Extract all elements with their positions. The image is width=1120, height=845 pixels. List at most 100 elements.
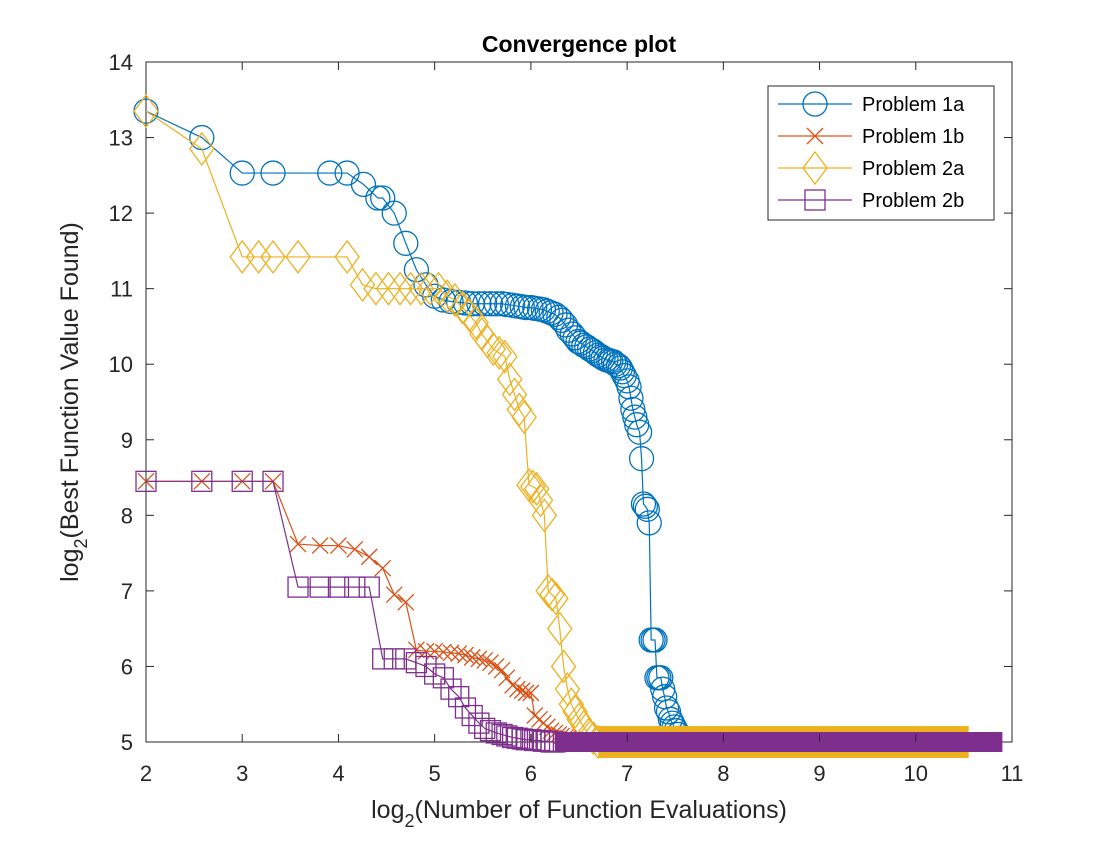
data-point-problem-2b <box>511 728 533 750</box>
y-axis-label-suffix: (Best Function Value Found) <box>56 222 84 538</box>
data-point-problem-1a <box>626 419 653 445</box>
data-point-problem-1a <box>648 665 674 691</box>
data-point-problem-1b <box>493 661 511 679</box>
series-line-problem-2a <box>145 110 599 743</box>
data-point-problem-2b <box>424 663 446 685</box>
x-axis-label-subscript: 2 <box>404 811 414 831</box>
data-point-problem-2a <box>463 305 489 340</box>
data-point-problem-1b <box>289 535 307 553</box>
data-point-problem-2b <box>528 729 551 752</box>
data-point-problem-1b <box>442 644 460 662</box>
data-point-problem-1a <box>542 301 568 328</box>
y-tick-label: 13 <box>109 126 133 151</box>
data-point-problem-1b <box>329 537 347 555</box>
data-point-problem-2b <box>372 648 394 670</box>
x-axis-label-prefix: log <box>371 796 404 824</box>
data-point-problem-2a <box>442 282 468 318</box>
data-point-problem-2b <box>479 720 502 742</box>
data-point-problem-1b <box>434 643 452 661</box>
data-point-problem-2a <box>523 471 550 506</box>
y-axis-label-prefix: log <box>56 549 84 582</box>
legend-entry-problem-2b: Problem 2b <box>778 189 964 212</box>
data-point-problem-2b <box>287 576 309 598</box>
legend-marker-problem-2b <box>804 189 826 211</box>
data-point-problem-1a <box>642 627 668 653</box>
data-point-problem-1a <box>483 291 509 317</box>
data-point-problem-1b <box>522 684 540 702</box>
data-point-problem-1b <box>450 645 468 663</box>
x-tick-label: 3 <box>236 761 248 786</box>
chart-title: Convergence plot <box>482 31 677 57</box>
data-point-problem-1a <box>381 200 407 226</box>
data-point-problem-2a <box>480 332 507 367</box>
data-point-problem-2b <box>474 717 496 740</box>
data-point-problem-2a <box>496 362 523 397</box>
data-point-problem-1b <box>346 540 364 558</box>
data-point-problem-2a <box>387 271 413 306</box>
data-point-problem-1a <box>552 312 579 338</box>
data-point-problem-2a <box>188 131 215 166</box>
data-point-problem-1b <box>397 593 415 611</box>
data-point-problem-2a <box>501 377 528 412</box>
data-point-problem-2a <box>456 298 483 333</box>
data-point-problem-2a <box>375 271 402 306</box>
data-point-problem-1a <box>513 294 539 321</box>
data-point-problem-2a <box>408 271 435 306</box>
data-point-problem-2b <box>506 727 529 749</box>
y-tick-label: 6 <box>121 654 133 679</box>
data-point-problem-2a <box>260 239 286 275</box>
x-tick-label: 10 <box>904 761 928 786</box>
data-point-problem-2a <box>527 483 554 518</box>
x-tick-label: 8 <box>717 761 729 786</box>
x-axis-label: log2(Number of Function Evaluations) <box>371 796 787 831</box>
data-point-problem-2a <box>434 279 460 314</box>
y-tick-label: 8 <box>121 503 133 528</box>
data-point-problem-2a <box>133 94 159 129</box>
data-point-problem-2a <box>520 469 546 504</box>
data-point-problem-1a <box>350 171 377 198</box>
data-point-problem-1a <box>393 230 419 256</box>
data-point-problem-2a <box>562 694 588 729</box>
data-point-problem-1b <box>463 648 481 666</box>
legend-marker-problem-1b <box>806 127 824 145</box>
x-tick-label: 2 <box>140 761 152 786</box>
data-point-problem-1a <box>365 185 391 211</box>
data-point-problem-2a <box>245 239 272 275</box>
data-point-problem-1b <box>517 684 535 702</box>
x-tick-label: 7 <box>621 761 633 786</box>
data-point-problem-1a <box>618 385 644 411</box>
data-point-problem-2b <box>440 678 462 700</box>
data-point-problem-1a <box>317 160 343 186</box>
data-point-problem-2b <box>344 576 366 598</box>
data-point-problem-2b <box>415 655 437 678</box>
x-tick-label: 5 <box>429 761 441 786</box>
data-point-problem-2a <box>425 271 452 306</box>
x-tick-label: 4 <box>332 761 344 786</box>
y-tick-label: 14 <box>109 50 133 75</box>
data-point-problem-2b <box>191 470 213 492</box>
legend-marker-problem-1a <box>802 91 828 117</box>
data-point-problem-1b <box>374 559 392 577</box>
y-axis-label-subscript: 2 <box>71 538 91 548</box>
data-point-problem-1a <box>403 257 430 283</box>
data-point-problem-2b <box>135 470 157 492</box>
data-point-problem-2a <box>511 400 537 435</box>
data-point-problem-1b <box>476 651 494 669</box>
data-point-problem-1a <box>636 510 662 536</box>
data-point-problem-1a <box>477 291 504 317</box>
legend-label-problem-1a: Problem 1a <box>862 94 965 116</box>
data-point-problem-2b <box>309 576 331 598</box>
data-point-problem-2a <box>397 271 424 306</box>
data-point-problem-2a <box>543 581 569 616</box>
data-point-problem-1a <box>466 291 492 317</box>
data-point-problem-2b <box>432 667 454 689</box>
data-point-problem-2a <box>506 392 533 427</box>
data-point-problem-1a <box>260 160 286 186</box>
x-tick-label: 11 <box>1001 761 1024 786</box>
legend-entry-problem-1a: Problem 1a <box>778 91 965 117</box>
x-tick-label: 9 <box>813 761 825 786</box>
data-point-problem-2a <box>535 573 562 608</box>
legend-label-problem-2b: Problem 2b <box>862 190 964 212</box>
y-tick-label: 12 <box>109 201 133 226</box>
